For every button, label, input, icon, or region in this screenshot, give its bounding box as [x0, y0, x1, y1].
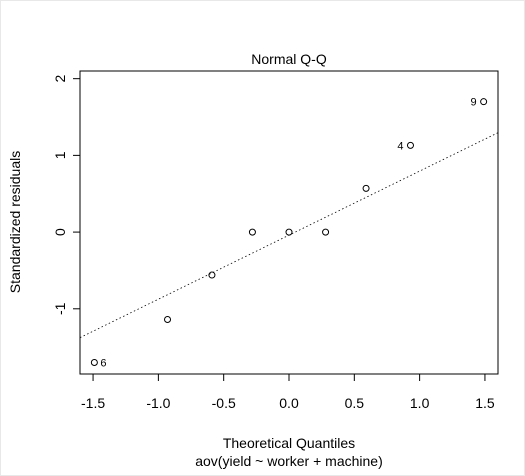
data-point: [322, 228, 330, 236]
x-tick-label: 1.0: [410, 395, 430, 411]
data-point: [208, 271, 216, 279]
data-point: [248, 228, 256, 236]
x-tick-label: 0.5: [345, 395, 365, 411]
y-tick-label: 1: [52, 151, 68, 159]
y-tick-label: 0: [52, 228, 68, 236]
x-tick-label: -0.5: [212, 395, 236, 411]
x-axis: -1.5 -1.0 -0.5 0.0 0.5 1.0 1.5: [81, 373, 495, 411]
data-point: [480, 98, 488, 106]
x-tick-label: 0.0: [279, 395, 299, 411]
point-label: 6: [100, 357, 106, 369]
chart-title: Normal Q-Q: [251, 51, 327, 67]
x-tick-label: 1.5: [475, 395, 495, 411]
data-point: [164, 316, 172, 324]
data-point: [362, 184, 370, 192]
data-point: [285, 228, 293, 236]
chart-subtitle: aov(yield ~ worker + machine): [195, 453, 383, 469]
x-tick-label: -1.5: [81, 395, 105, 411]
y-tick-label: 2: [52, 75, 68, 83]
x-tick-label: -1.0: [146, 395, 170, 411]
data-point: [90, 358, 98, 366]
plot-box: [79, 70, 499, 375]
y-axis: -1 0 1 2: [52, 75, 81, 315]
x-axis-label: Theoretical Quantiles: [223, 435, 355, 451]
point-label: 4: [397, 140, 403, 152]
data-points: 6 4 9: [90, 97, 488, 369]
y-axis-label: Standardized residuals: [7, 151, 23, 293]
y-tick-label: -1: [52, 302, 68, 315]
data-point: [406, 141, 414, 149]
point-label: 9: [471, 97, 477, 109]
